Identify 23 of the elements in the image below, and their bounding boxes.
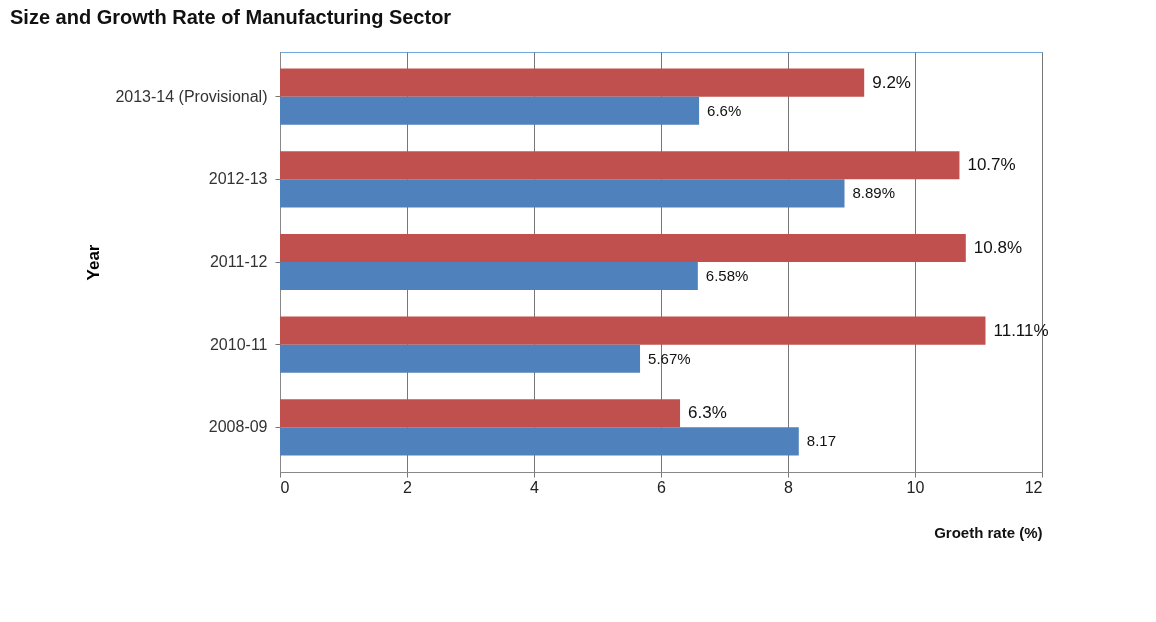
data-label: 8.89%	[852, 184, 896, 202]
data-label: 6.3%	[688, 403, 727, 423]
x-tick-label: 0	[280, 478, 290, 496]
y-tick-label: 2011-12	[209, 253, 268, 270]
x-tick-label: 4	[530, 478, 540, 496]
data-label: 9.2%	[872, 72, 911, 92]
x-tick-label: 6	[657, 478, 667, 496]
y-tick-label: 2013-14 (Provisional)	[115, 87, 268, 105]
data-label: 6.58%	[705, 267, 749, 285]
data-label: 6.6%	[707, 101, 742, 119]
data-label: 10.8%	[973, 237, 1022, 257]
x-tick-label: 12	[1024, 478, 1043, 496]
y-tick-label: 2008-09	[208, 418, 268, 436]
data-label: 10.7%	[967, 155, 1016, 175]
x-axis-title: Groeth rate (%)	[934, 523, 1043, 541]
chart-title: Size and Growth Rate of Manufacturing Sector	[10, 6, 452, 28]
x-tick-label: 8	[784, 478, 794, 496]
y-tick-label: 2012-13	[208, 170, 268, 188]
x-tick-label: 2	[403, 478, 413, 496]
y-axis-title: Year	[84, 244, 104, 281]
y-tick-label: 2010-11	[209, 335, 268, 353]
data-label: 8.17	[806, 432, 836, 450]
x-tick-label: 10	[906, 478, 925, 496]
